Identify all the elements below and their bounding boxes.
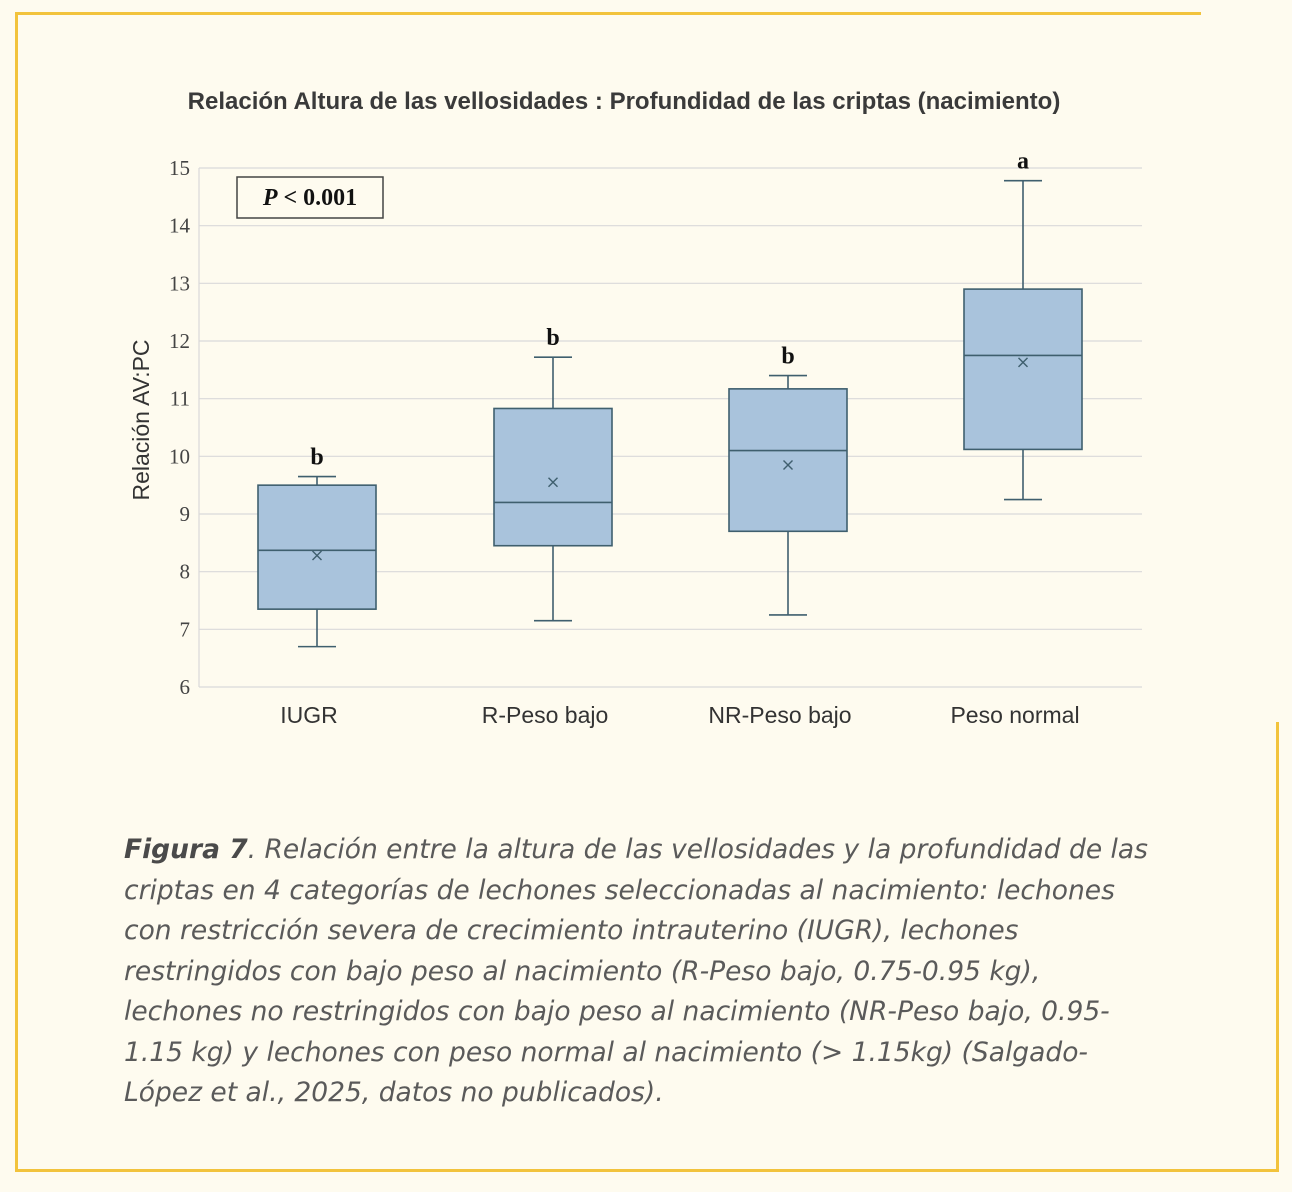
p-value-box [236, 176, 384, 219]
box-group-4: a [963, 149, 1083, 501]
box-group-1: b [257, 445, 377, 648]
y-tick-label-8: 8 [180, 560, 191, 584]
mean-marker-b [548, 477, 558, 488]
mean-marker-b [312, 550, 322, 561]
frame-left-line [15, 12, 18, 1172]
box-group-3: b [728, 344, 848, 616]
iqr-box [963, 288, 1083, 451]
x-category-label-1: IUGR [280, 702, 338, 728]
grid-lines [198, 167, 1142, 688]
significance-letter: b [781, 344, 794, 370]
mean-marker-b [783, 459, 793, 470]
caption-text: . Relación entre la altura de las vellos… [124, 834, 1148, 1108]
iqr-box [493, 407, 613, 547]
y-tick-label-10: 10 [169, 444, 190, 468]
boxplot-chart: Relación Altura de las vellosidades : Pr… [128, 88, 1142, 728]
y-tick-labels: 6 7 8 9 10 11 12 13 14 15 [169, 156, 191, 699]
significance-letter: b [310, 445, 323, 471]
caption-figure-label: Figura 7 [124, 834, 248, 865]
y-tick-label-6: 6 [180, 675, 191, 699]
iqr-box [257, 484, 377, 610]
mean-marker-b [1018, 357, 1028, 368]
y-tick-label-13: 13 [169, 271, 190, 295]
figure-caption: Figura 7. Relación entre la altura de la… [124, 830, 1164, 1114]
frame-bottom-line [15, 1169, 1279, 1172]
y-tick-label-11: 11 [170, 387, 190, 411]
x-category-label-4: Peso normal [950, 702, 1079, 728]
p-value-text: < 0.001 [277, 185, 357, 211]
frame-top-line [15, 12, 1201, 15]
y-tick-label-7: 7 [180, 617, 191, 641]
frame-right-line [1276, 722, 1279, 1172]
iqr-box [728, 388, 848, 533]
p-symbol: P [262, 185, 278, 211]
x-category-label-3: NR-Peso bajo [708, 702, 851, 728]
x-category-label-2: R-Peso bajo [482, 702, 609, 728]
significance-letter: a [1017, 149, 1029, 175]
x-category-labels: IUGR R-Peso bajo NR-Peso bajo Peso normal [280, 702, 1079, 728]
y-tick-label-9: 9 [180, 502, 191, 526]
p-value-label: P < 0.001 [262, 185, 357, 211]
box-group-2: b [493, 325, 613, 622]
y-tick-label-15: 15 [169, 156, 190, 180]
y-tick-label-12: 12 [169, 329, 190, 353]
significance-letter: b [546, 325, 559, 351]
chart-title: Relación Altura de las vellosidades : Pr… [188, 88, 1061, 115]
y-axis-label: Relación AV:PC [128, 339, 154, 500]
y-tick-label-14: 14 [169, 214, 191, 238]
boxes: b b b a [257, 149, 1083, 648]
